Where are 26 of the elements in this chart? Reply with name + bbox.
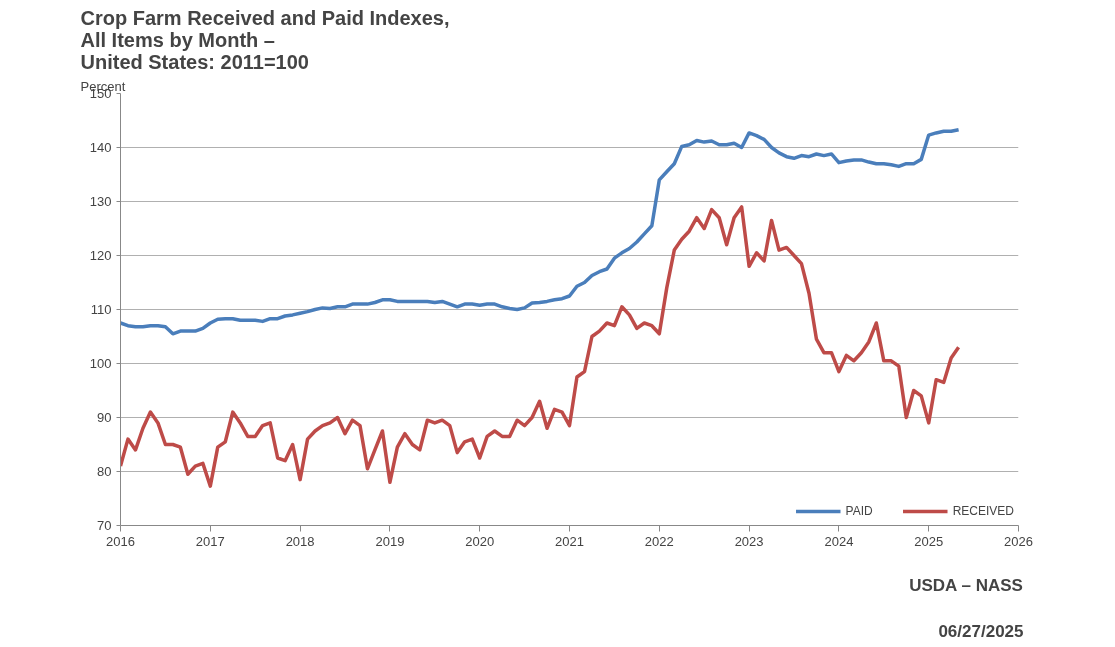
x-tick-label: 2026	[1004, 533, 1033, 549]
x-tick-label: 2016	[106, 533, 135, 549]
x-tick-label: 2022	[644, 533, 674, 549]
text: USDA – NASS	[909, 575, 1023, 595]
text: 06/27/2025	[938, 621, 1024, 641]
line-series	[120, 127, 961, 336]
y-tick-label: 70	[97, 518, 112, 533]
x-tick-label: 2017	[195, 533, 225, 549]
x-tick-label: 2024	[824, 533, 854, 549]
line-series	[120, 205, 961, 488]
x-tick-label: 2023	[734, 533, 764, 549]
y-tick-label: 110	[90, 302, 112, 317]
y-tick-label: 140	[89, 140, 112, 155]
y-tick-label: 90	[97, 410, 112, 425]
y-tick-label: 130	[89, 194, 112, 209]
x-tick-label: 2018	[285, 533, 315, 549]
y-tick-label: 80	[97, 464, 112, 479]
x-tick-label: 2021	[555, 533, 584, 549]
legend-label: RECEIVED	[952, 504, 1014, 518]
y-tick-label: 120	[89, 248, 112, 263]
x-tick-label: 2019	[375, 533, 405, 549]
chart-title: Crop Farm Received and Paid Indexes, All Items by Month – United States: 2011=100	[80, 6, 450, 73]
legend-label: PAID	[845, 504, 873, 518]
x-tick-label: 2020	[465, 533, 495, 549]
y-tick-label: 100	[89, 356, 112, 371]
x-tick-label: 2025	[914, 533, 944, 549]
